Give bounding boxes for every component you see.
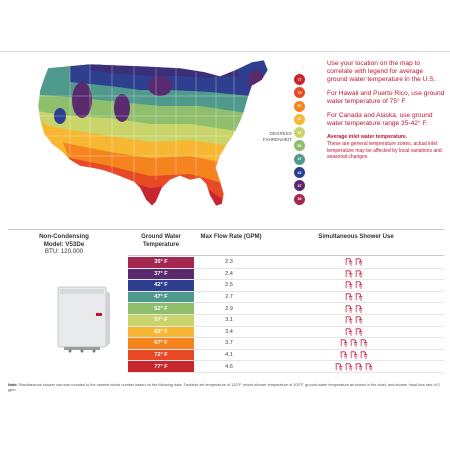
temp-cell: 52° F bbox=[128, 303, 194, 314]
flow-cell: 3.7 bbox=[225, 340, 233, 347]
table-row: 37° F 2.4 bbox=[128, 268, 444, 281]
flow-cell: 4.6 bbox=[225, 363, 233, 370]
legend-dot-42: 42 bbox=[294, 167, 305, 179]
legend-dot-62: 62 bbox=[294, 113, 305, 125]
flow-table: 35° F 2.3 37° F 2.4 42° F 2.5 47° F 2.7 52° F 2.9… bbox=[128, 257, 444, 373]
shower-icon bbox=[355, 328, 363, 336]
us-map-svg bbox=[37, 59, 269, 207]
shower-icon bbox=[345, 281, 353, 290]
flow-cell: 3.4 bbox=[225, 328, 233, 335]
temp-cell: 57° F bbox=[128, 314, 194, 326]
shower-cell bbox=[264, 257, 444, 268]
table-row: 77° F 4.6 bbox=[128, 361, 444, 373]
table-row: 35° F 2.3 bbox=[128, 257, 444, 269]
us-ground-water-map bbox=[30, 56, 290, 216]
legend-dot-67: 67 bbox=[294, 100, 305, 112]
temp-cell: 35° F bbox=[128, 257, 194, 268]
shower-icon bbox=[355, 258, 363, 266]
header-simultaneous-shower-use: Simultaneous Shower Use bbox=[318, 234, 394, 240]
table-row: 67° F 3.7 bbox=[128, 338, 444, 350]
flow-cell: 2.3 bbox=[225, 259, 233, 266]
shower-icon bbox=[345, 328, 353, 336]
header-ground-water-temperature: Ground Water Temperature bbox=[141, 234, 181, 248]
flow-cell: 3.1 bbox=[225, 317, 233, 324]
table-row: 72° F 4.1 bbox=[128, 349, 444, 362]
shower-cell bbox=[264, 327, 444, 338]
shower-icon bbox=[350, 351, 358, 359]
water-heater-image bbox=[57, 286, 110, 353]
product-btu: BTU: 120,000 bbox=[44, 248, 84, 256]
table-row: 57° F 3.1 bbox=[128, 314, 444, 327]
temperature-legend: 77 72 67 62 57 52 47 42 37 35 bbox=[294, 74, 306, 207]
legend-dot-37: 37 bbox=[294, 180, 305, 192]
flow-cell: 2.5 bbox=[225, 282, 233, 289]
shower-icon bbox=[355, 281, 363, 290]
table-top-divider bbox=[8, 229, 444, 230]
temp-cell: 77° F bbox=[128, 361, 194, 372]
legend-dot-52: 52 bbox=[294, 140, 305, 152]
top-divider bbox=[0, 51, 450, 52]
canada-text: For Canada and Alaska, use ground water … bbox=[327, 112, 433, 127]
shower-icon bbox=[345, 305, 353, 313]
shower-cell bbox=[264, 303, 444, 314]
legend-dot-77: 77 bbox=[294, 74, 305, 85]
temp-cell: 37° F bbox=[128, 268, 194, 280]
temp-cell: 47° F bbox=[128, 291, 194, 303]
shower-icon bbox=[350, 339, 358, 348]
header-max-flow-rate: Max Flow Rate (GPM) bbox=[200, 234, 262, 240]
intro-text: Use your location on the map to correlat… bbox=[327, 60, 436, 83]
legend-dot-35: 35 bbox=[294, 193, 305, 205]
shower-icon bbox=[355, 363, 363, 371]
shower-icon bbox=[355, 270, 363, 278]
avg-inlet-title: Average inlet water temperature. bbox=[327, 134, 408, 140]
shower-icon bbox=[360, 339, 368, 348]
flow-cell: 2.4 bbox=[225, 270, 233, 277]
hawaii-text: For Hawaii and Puerto Rico, use ground w… bbox=[327, 90, 445, 105]
footnote: Note: Simultaneous shower use was rounde… bbox=[8, 383, 444, 393]
footnote-label: Note: bbox=[8, 383, 18, 387]
shower-icon bbox=[340, 351, 348, 359]
shower-icon bbox=[335, 363, 343, 371]
shower-icon bbox=[365, 363, 373, 371]
product-type: Non-Condensing bbox=[39, 233, 89, 240]
product-info: Non-Condensing Model: V53De BTU: 120,000 bbox=[8, 233, 120, 256]
legend-caption: DEGREES FAHRENHEIT bbox=[262, 131, 292, 142]
table-row: 42° F 2.5 bbox=[128, 280, 444, 292]
shower-cell bbox=[264, 280, 444, 291]
legend-dot-57: 57 bbox=[294, 127, 305, 139]
footnote-text: Simultaneous shower use was rounded to t… bbox=[8, 383, 440, 392]
header-divider bbox=[128, 255, 444, 256]
shower-cell bbox=[264, 350, 444, 361]
shower-icon bbox=[355, 293, 363, 301]
legend-dot-72: 72 bbox=[294, 87, 305, 99]
shower-icon bbox=[345, 258, 353, 266]
shower-icon bbox=[345, 363, 353, 371]
temp-cell: 72° F bbox=[128, 349, 194, 361]
shower-cell bbox=[264, 315, 444, 326]
avg-inlet-body: These are general temperature zones, act… bbox=[327, 141, 442, 160]
table-row: 62° F 3.4 bbox=[128, 326, 444, 339]
temp-cell: 42° F bbox=[128, 280, 194, 291]
flow-cell: 2.9 bbox=[225, 305, 233, 312]
flow-cell: 4.1 bbox=[225, 352, 233, 359]
shower-icon bbox=[345, 293, 353, 301]
shower-cell bbox=[264, 269, 444, 280]
temp-cell: 67° F bbox=[128, 338, 194, 349]
shower-icon bbox=[345, 270, 353, 278]
shower-cell bbox=[264, 361, 444, 372]
flow-cell: 2.7 bbox=[225, 294, 233, 301]
map-instructions: Use your location on the map to correlat… bbox=[327, 60, 445, 160]
table-row: 47° F 2.7 bbox=[128, 291, 444, 304]
shower-icon bbox=[360, 351, 368, 359]
product-model: Model: V53De bbox=[43, 240, 85, 248]
shower-cell bbox=[264, 338, 444, 349]
legend-dot-47: 47 bbox=[294, 153, 305, 165]
shower-icon bbox=[355, 316, 363, 324]
temp-cell: 62° F bbox=[128, 326, 194, 338]
shower-icon bbox=[340, 339, 348, 348]
shower-cell bbox=[264, 292, 444, 303]
shower-icon bbox=[345, 316, 353, 324]
shower-icon bbox=[355, 305, 363, 313]
table-row: 52° F 2.9 bbox=[128, 303, 444, 315]
